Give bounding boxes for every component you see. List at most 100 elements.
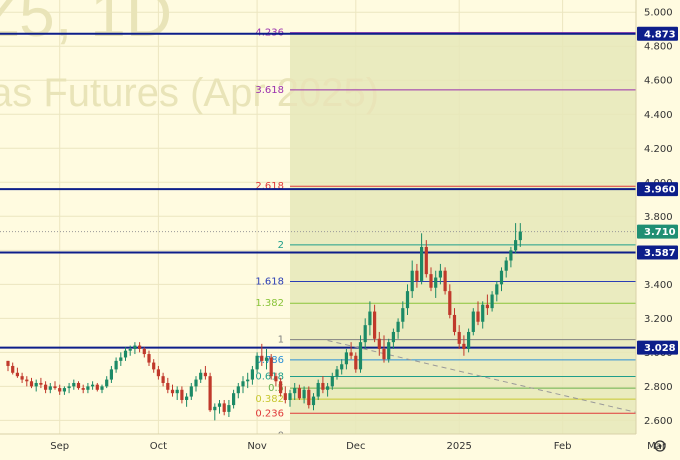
- candle-body: [518, 231, 522, 241]
- time-tick-label: 2025: [446, 441, 471, 452]
- candle-body: [260, 355, 264, 361]
- candle-body: [405, 291, 410, 309]
- price-badge-label[interactable]: 3.960: [644, 185, 676, 196]
- candle-body: [396, 321, 400, 332]
- gear-icon[interactable]: [654, 440, 666, 452]
- price-badge[interactable]: [637, 26, 678, 41]
- candle-body: [142, 348, 146, 355]
- time-tick-label: Sep: [50, 441, 69, 452]
- candle-body: [335, 369, 339, 377]
- candle-body: [452, 314, 457, 332]
- candle-body: [72, 382, 76, 387]
- candle-body: [58, 388, 62, 392]
- candle-body: [25, 379, 29, 382]
- price-tick-label: 3.200: [644, 314, 673, 325]
- candle-body: [340, 364, 344, 370]
- candle-body: [152, 362, 156, 370]
- candle-body: [326, 386, 330, 390]
- price-badge-label[interactable]: 3.587: [644, 248, 676, 259]
- price-tick-label: 2.800: [644, 382, 673, 393]
- candle-body: [363, 325, 367, 343]
- candle-body: [6, 360, 10, 366]
- price-badge[interactable]: [637, 182, 678, 197]
- candle-body: [133, 345, 137, 349]
- candle-body: [410, 270, 414, 292]
- settings-button[interactable]: [654, 440, 666, 452]
- candle-body: [424, 246, 428, 275]
- fib-level-label: 1.618: [255, 276, 284, 287]
- time-axis[interactable]: Sep Oct Nov Dec 2025 Feb Mar: [0, 433, 667, 460]
- candle-body: [354, 355, 358, 370]
- candle-body: [457, 331, 461, 344]
- gear-icon-center: [658, 444, 662, 448]
- candle-body: [471, 311, 475, 332]
- price-tick-label: 4.600: [644, 76, 673, 87]
- candle-body: [377, 338, 381, 349]
- candle-body: [264, 357, 269, 361]
- candle-body: [241, 381, 245, 387]
- price-badge[interactable]: [637, 340, 678, 355]
- price-tick-label: 5.000: [644, 8, 673, 19]
- candle-body: [462, 343, 466, 349]
- candle-body: [44, 384, 48, 390]
- candle-body: [382, 348, 386, 360]
- candle-body: [499, 270, 504, 285]
- price-badge[interactable]: [637, 245, 678, 260]
- candle-body: [100, 386, 104, 390]
- time-tick-label: Nov: [247, 441, 267, 452]
- candle-body: [138, 345, 142, 349]
- price-tick-label: 2.600: [644, 416, 673, 427]
- candle-body: [316, 382, 320, 397]
- candle-body: [170, 389, 175, 394]
- candle-body: [495, 284, 499, 295]
- price-badge-label[interactable]: 3.028: [644, 343, 676, 354]
- candle-body: [222, 403, 226, 412]
- candle-body: [368, 311, 372, 326]
- candle-body: [105, 379, 109, 387]
- candle-body: [232, 393, 236, 406]
- candle-body: [476, 311, 480, 322]
- price-axis[interactable]: 5.0004.8004.6004.4004.2004.0003.8003.600…: [635, 0, 680, 460]
- candle-body: [302, 389, 306, 399]
- candle-body: [307, 389, 311, 406]
- candle-body: [255, 355, 259, 370]
- candle-body: [48, 386, 52, 390]
- last-price-badge[interactable]: [637, 224, 678, 239]
- horizontal-levels[interactable]: [0, 32, 636, 349]
- candle-body: [504, 260, 508, 271]
- candle-body: [227, 405, 231, 412]
- candle-body: [236, 386, 240, 394]
- candle-body: [297, 388, 301, 399]
- candle-body: [448, 291, 452, 315]
- candle-body: [53, 386, 57, 389]
- candle-body: [420, 246, 424, 281]
- candle-body: [250, 369, 254, 380]
- candle-body: [76, 382, 81, 389]
- candle-body: [269, 357, 273, 377]
- candle-body: [29, 381, 34, 387]
- time-tick-label: Dec: [346, 441, 365, 452]
- candle-body: [67, 386, 71, 389]
- candle-body: [274, 376, 278, 382]
- candle-body: [39, 382, 43, 385]
- fib-level-label: 1: [278, 335, 284, 346]
- candle-body: [208, 376, 212, 411]
- candle-body: [481, 304, 485, 322]
- price-tick-label: 4.200: [644, 144, 673, 155]
- candle-body: [114, 360, 118, 370]
- last-price-label[interactable]: 3.710: [644, 227, 676, 238]
- candle-body: [86, 386, 90, 390]
- candle-body: [373, 311, 377, 339]
- fib-level-label: 0.5: [268, 383, 284, 394]
- candle-body: [213, 406, 217, 411]
- candle-body: [156, 369, 160, 377]
- watermark-title: Z5, 1D: [0, 0, 172, 50]
- candle-body: [391, 331, 395, 343]
- candle-body: [485, 304, 489, 309]
- price-badge-label[interactable]: 4.873: [644, 29, 676, 40]
- candle-body: [490, 294, 494, 309]
- candle-body: [123, 350, 128, 358]
- candle-body: [415, 270, 419, 281]
- fibonacci-zone: [290, 32, 636, 436]
